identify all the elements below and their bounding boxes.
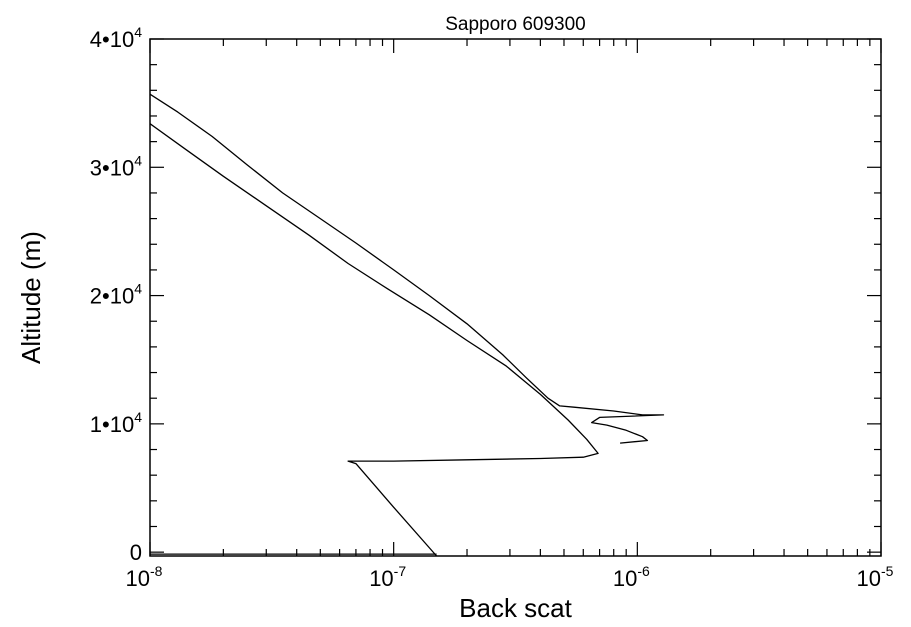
x-tick-label: 10-7 bbox=[369, 563, 406, 591]
y-tick-label: 2•104 bbox=[90, 281, 142, 309]
y-tick-label: 0 bbox=[130, 540, 142, 565]
y-axis-label: Altitude (m) bbox=[16, 231, 46, 364]
x-tick-label: 10-8 bbox=[126, 563, 163, 591]
y-axis-tick-labels: 0 1•104 2•104 3•104 4•104 bbox=[90, 24, 142, 565]
chart-title: Sapporo 609300 bbox=[445, 14, 586, 35]
axis-ticks bbox=[149, 38, 882, 556]
plot-frame bbox=[149, 38, 882, 557]
y-tick-label: 4•104 bbox=[90, 24, 142, 52]
y-tick-label: 1•104 bbox=[90, 409, 142, 437]
series-line-2 bbox=[149, 123, 599, 557]
x-tick-label: 10-5 bbox=[857, 563, 894, 591]
series-line-1 bbox=[149, 93, 665, 444]
x-axis-tick-labels: 10-8 10-7 10-6 10-5 bbox=[126, 563, 894, 591]
series-layer bbox=[149, 93, 665, 557]
x-axis-label: Back scat bbox=[459, 593, 572, 623]
x-tick-label: 10-6 bbox=[613, 563, 650, 591]
y-tick-label: 3•104 bbox=[90, 152, 142, 180]
